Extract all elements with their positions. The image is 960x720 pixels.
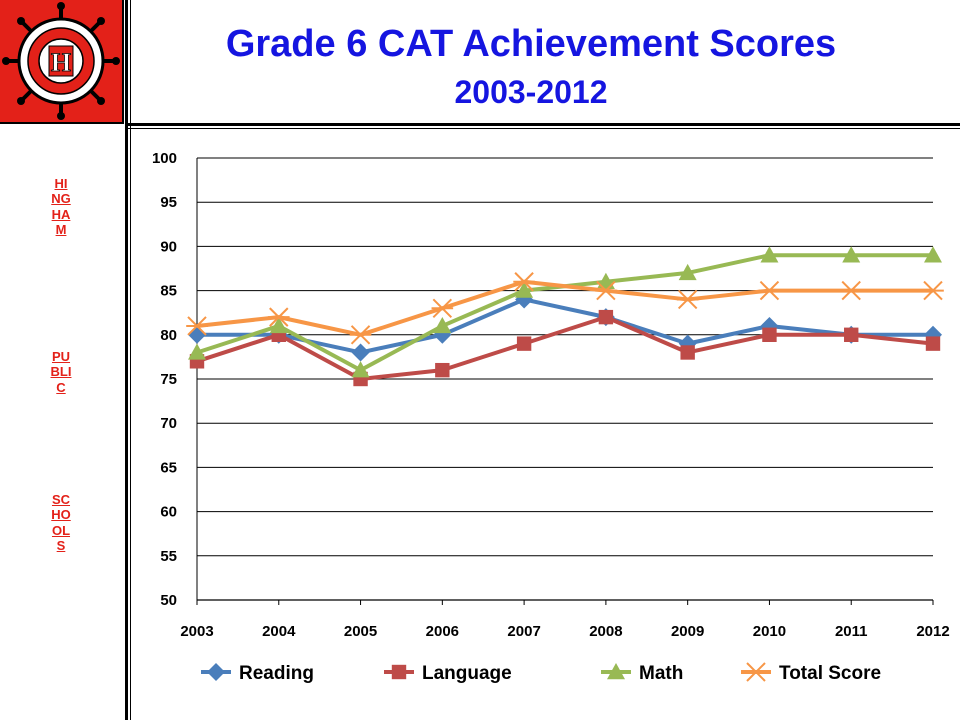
marker-diamond [678,334,697,353]
marker-star [745,662,767,682]
y-tick-label: 60 [160,504,177,521]
marker-square [516,336,532,351]
marker-star [349,325,372,345]
logo-panel: H [0,0,124,124]
divider-vertical-thin [130,0,131,720]
marker-square [598,309,614,325]
y-tick-label: 100 [152,150,177,167]
marker-diamond [760,316,779,335]
marker-triangle [188,343,206,360]
page-subtitle: 2003-2012 [454,74,608,110]
y-tick-label: 65 [160,459,177,476]
marker-diamond [351,343,370,362]
marker-star [267,307,290,327]
y-tick-label: 50 [160,592,177,609]
marker-diamond [433,325,452,344]
y-tick-label: 95 [160,194,177,211]
marker-star [758,280,781,301]
legend-label: Reading [239,663,314,684]
marker-triangle [760,246,779,263]
marker-triangle [678,263,697,281]
y-tick-label: 75 [160,371,177,388]
x-tick-label: 2003 [180,623,213,640]
marker-square [680,345,695,360]
legend-label: Language [422,663,512,684]
marker-triangle [269,316,288,334]
marker-star [431,298,454,318]
sidebar-word-hingham: HINGHAM [51,176,71,238]
line-chart: 50 55 60 65 70 75 80 85 90 95 100 2003 2004 2005 2006 2… [152,150,950,684]
series-line-math [196,253,933,373]
marker-triangle [842,246,861,263]
marker-star [595,280,617,301]
y-tick-label: 70 [160,415,177,432]
marker-star [513,272,535,292]
x-tick-label: 2011 [835,623,868,640]
x-tick-label: 2005 [344,623,377,640]
marker-star [186,316,208,336]
x-tick-label: 2007 [507,623,540,640]
marker-triangle [515,281,534,298]
y-tick-label: 90 [160,238,177,255]
divider-vertical [125,0,128,720]
y-tick-label: 80 [160,327,177,344]
marker-square [925,336,941,351]
y-tick-label: 85 [160,283,177,300]
marker-triangle [607,663,625,680]
y-tick-label: 55 [160,548,177,565]
divider-horizontal [125,123,960,126]
marker-diamond [188,325,206,344]
seal-letter: H [51,48,71,77]
marker-star [922,280,944,301]
marker-square [844,327,859,342]
x-tick-label: 2008 [589,623,622,640]
series-line-language [196,315,934,381]
marker-diamond [207,663,225,681]
marker-triangle [351,361,370,378]
marker-triangle [433,316,452,334]
series-line-total-score [196,279,933,337]
x-tick-label: 2010 [753,623,786,640]
sidebar-word-public: PUBLIC [50,349,72,395]
page-title: Grade 6 CAT Achievement Scores [225,23,837,65]
marker-star [676,289,699,310]
school-seal-icon: H [2,2,120,120]
marker-square [391,664,407,680]
x-tick-label: 2012 [916,623,949,640]
legend-label: Total Score [779,663,881,684]
divider-horizontal-thin [125,128,960,129]
sidebar-word-schools: SCHOOLS [51,492,71,554]
x-tick-label: 2009 [671,623,704,640]
x-tick-label: 2006 [426,623,459,640]
x-tick-label: 2004 [262,623,296,640]
marker-square [762,327,777,342]
legend-label: Math [639,663,683,684]
marker-star [840,280,863,301]
marker-triangle [924,246,942,263]
marker-square [435,362,450,378]
series-line-reading [197,297,933,355]
